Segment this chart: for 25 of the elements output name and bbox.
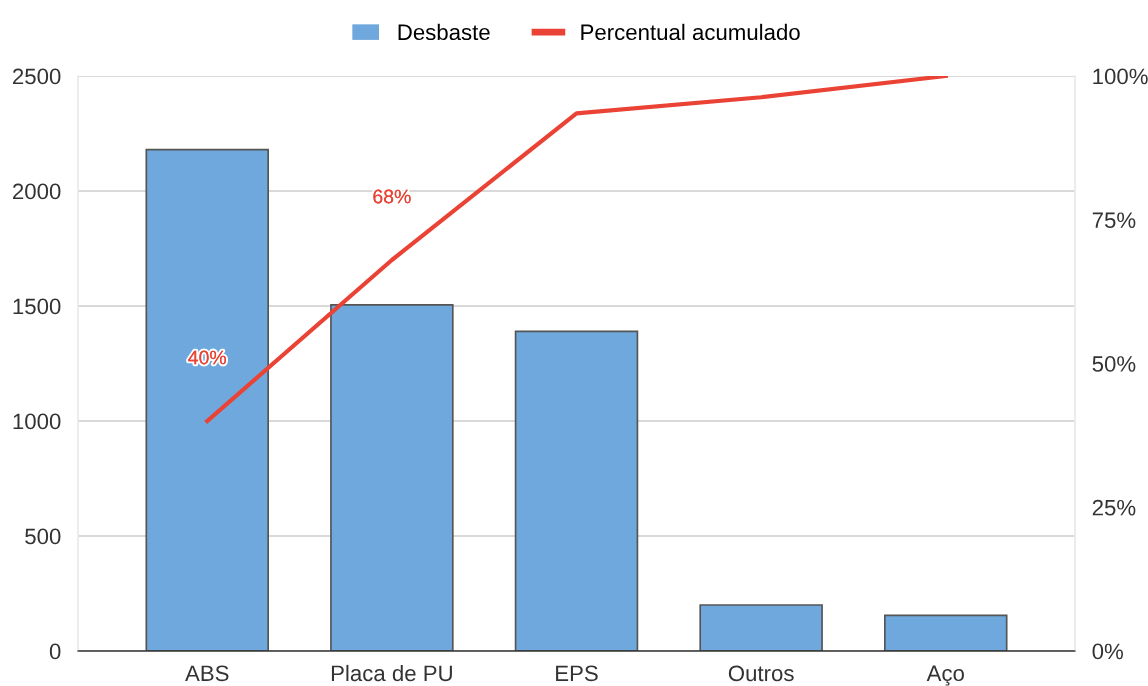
x-tick-label: Aço [926,665,964,686]
bar [330,304,454,651]
y-tick-label: 1000 [13,413,61,430]
x-tick-label: EPS [556,665,598,682]
data-label: 40% [188,350,227,365]
bar [145,148,270,651]
y-tick-label: 0 [49,643,61,660]
y-tick-label: 500 [25,528,61,545]
bar [514,330,639,651]
y-tick-label: 2000 [13,183,61,200]
bar [699,604,823,651]
y-tick-label: 2500 [13,68,61,85]
y2-tick-label: 75% [1092,212,1136,229]
y2-tick-label: 100% [1093,68,1148,85]
bar [883,614,1008,651]
x-tick-label: Placa de PU [331,664,452,682]
legend-label: Percentual acumulado [581,23,800,41]
data-label: 68% [373,189,411,204]
x-tick-label: ABS [185,665,229,682]
x-tick-label: Outros [728,665,794,682]
y-tick-label: 1500 [13,298,61,315]
legend-label: Desbaste [398,23,490,41]
y2-tick-label: 50% [1092,356,1136,372]
y2-tick-label: 25% [1092,499,1136,516]
y2-tick-label: 0% [1092,643,1123,660]
